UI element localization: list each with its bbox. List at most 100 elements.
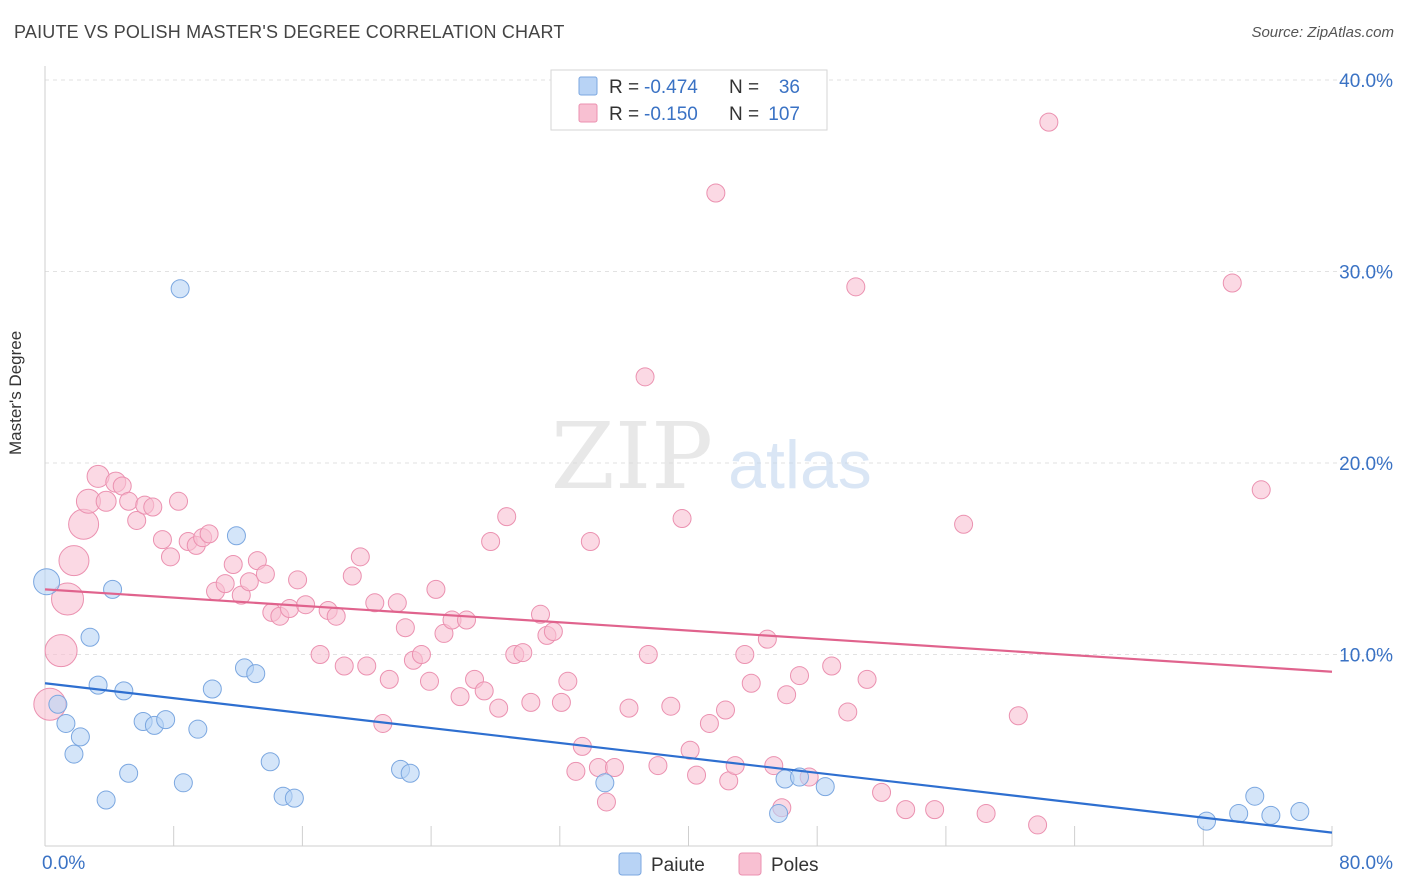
poles-point [976,803,996,823]
paiute-trend-line [44,682,1333,834]
paiute-point [400,763,420,783]
poles-point [521,692,541,712]
paiute-point [188,719,208,739]
series-paiute [33,279,1310,831]
paiute-point [1229,803,1249,823]
paiute-point [96,790,116,810]
paiute-point [170,279,190,299]
bottom-legend: Paiute Poles [618,852,819,876]
paiute-point [1197,811,1217,831]
poles-point [687,765,707,785]
poles-point [489,698,509,718]
legend-swatch-poles [578,103,598,123]
series-poles [33,112,1271,835]
paiute-point [64,744,84,764]
poles-point [395,618,415,638]
paiute-point [595,773,615,793]
poles-point [280,599,300,619]
legend-r-value-poles: -0.150 [644,104,698,125]
paiute-point [815,777,835,797]
poles-point [350,547,370,567]
legend-r-label-paiute: R = [609,77,639,98]
poles-point [604,757,624,777]
poles-point [215,574,235,594]
poles-point [456,610,476,630]
poles-point [357,656,377,676]
poles-point [725,756,745,776]
poles-point [672,509,692,529]
bottom-legend-swatch-poles [738,852,762,876]
poles-point [58,545,90,577]
poles-point [310,645,330,664]
bottom-legend-swatch-paiute [618,852,642,876]
poles-point [558,671,578,691]
chart-title: PAIUTE VS POLISH MASTER'S DEGREE CORRELA… [14,22,565,42]
poles-point [239,572,259,592]
grid-lines [45,79,1392,655]
poles-point [426,579,446,599]
poles-point [119,491,139,511]
bottom-legend-label-paiute: Paiute [651,855,705,876]
paiute-point [202,679,222,699]
poles-point [580,532,600,552]
poles-point [638,645,658,664]
poles-point [127,510,147,530]
poles-point [735,645,755,664]
poles-point [419,671,439,691]
poles-point [95,490,117,512]
poles-point [925,800,945,820]
legend-r-label-poles: R = [609,104,639,125]
legend-n-value-paiute: 36 [779,77,800,98]
legend-n-label-poles: N = [729,104,759,125]
poles-point [288,570,308,590]
poles-trend-line [44,588,1333,673]
poles-point [481,532,501,552]
poles-point [1251,480,1271,500]
bottom-legend-label-poles: Poles [771,855,819,876]
y-tick-label-3: 40.0% [1339,71,1393,92]
poles-point [777,685,797,705]
poles-point [896,800,916,820]
paiute-point [80,627,100,647]
paiute-point [119,763,139,783]
poles-point [757,629,777,649]
poles-point [706,183,726,203]
poles-point [450,687,470,707]
poles-point [566,761,586,781]
paiute-point [1245,786,1265,806]
paiute-point [48,694,68,714]
paiute-point [33,568,61,596]
poles-point [152,530,172,550]
poles-point [326,606,346,626]
paiute-point [156,710,176,730]
poles-point [334,656,354,676]
source-label: Source: ZipAtlas.com [1251,24,1394,41]
poles-point [1008,706,1028,726]
y-tick-label-2: 30.0% [1339,263,1393,284]
poles-point [822,656,842,676]
poles-point [513,643,533,663]
poles-point [680,740,700,760]
poles-point [342,566,362,586]
poles-point [635,367,655,387]
poles-point [648,756,668,776]
x-tick-label-1: 80.0% [1339,853,1393,874]
poles-point [790,666,810,686]
x-tick-label-0: 0.0% [42,853,85,874]
poles-point [387,593,407,613]
paiute-point [226,526,246,546]
poles-point [764,756,784,776]
y-tick-label-1: 20.0% [1339,454,1393,475]
poles-point [838,702,858,722]
watermark: ZIP atlas [551,403,872,510]
poles-point [530,604,550,624]
poles-point [619,698,639,718]
x-tick-labels: 0.0% 80.0% [42,853,1393,874]
paiute-point [88,675,108,695]
poles-point [741,673,761,693]
poles-point [44,634,78,668]
poles-point [255,564,275,584]
poles-point [857,669,877,689]
poles-point [199,524,219,544]
paiute-point [1290,802,1310,822]
